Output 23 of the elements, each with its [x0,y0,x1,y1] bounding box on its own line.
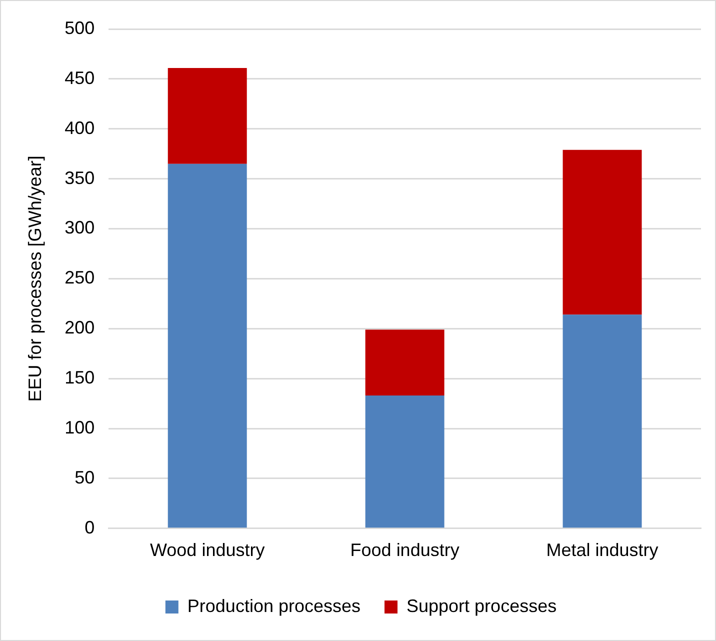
bar [365,330,444,396]
y-axis-title: EEU for processes [GWh/year] [24,156,45,402]
bar [562,150,642,315]
y-tick-label: 450 [64,68,95,88]
y-tick-label: 400 [64,118,95,138]
x-tick-label: Wood industry [150,540,265,560]
y-tick-label: 250 [64,268,95,288]
y-tick-label: 300 [64,218,95,238]
bar [562,314,642,528]
y-tick-label: 100 [64,417,95,438]
bar [168,68,247,164]
y-tick-label: 0 [84,517,95,538]
y-tick-label: 350 [64,168,95,188]
bar [168,164,247,528]
y-tick-label: 50 [74,467,95,488]
y-tick-label: 150 [64,368,95,388]
bar [365,396,444,528]
y-tick-label: 200 [64,318,95,338]
x-tick-label: Metal industry [546,540,658,560]
y-tick-label: 500 [64,18,95,38]
x-tick-label: Food industry [350,540,460,560]
legend-label: Production processes [187,596,361,616]
legend-label: Support processes [406,596,557,616]
